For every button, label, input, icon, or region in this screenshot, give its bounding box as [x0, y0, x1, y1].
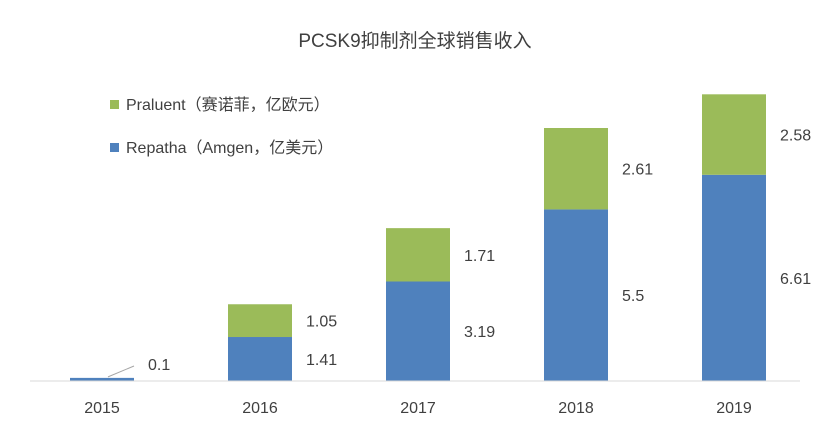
legend-swatch-repatha	[110, 143, 119, 152]
x-axis-ticks: 2015 2016 2017 2018 2019	[84, 400, 752, 417]
legend: Praluent（赛诺菲，亿欧元） Repatha（Amgen，亿美元）	[110, 95, 333, 157]
x-tick-2018: 2018	[558, 400, 594, 417]
bar-repatha-2017	[386, 281, 450, 381]
x-tick-2016: 2016	[242, 400, 278, 417]
legend-label-repatha: Repatha（Amgen，亿美元）	[126, 139, 333, 157]
bar-repatha-2015	[70, 377, 134, 381]
data-label-leader-line	[107, 365, 135, 378]
data-label-repatha-2018: 5.5	[622, 288, 644, 305]
data-label-repatha-2016: 1.41	[306, 352, 337, 369]
bar-repatha-2018	[544, 209, 608, 381]
bar-repatha-2019	[702, 174, 766, 381]
data-label-praluent-2018: 2.61	[622, 162, 653, 179]
legend-swatch-praluent	[110, 100, 119, 109]
bar-praluent-2019	[702, 94, 766, 175]
x-tick-2019: 2019	[716, 400, 752, 417]
data-label-repatha-2015: 0.1	[148, 357, 170, 374]
x-tick-2015: 2015	[84, 400, 120, 417]
x-tick-2017: 2017	[400, 400, 436, 417]
data-label-praluent-2016: 1.05	[306, 314, 337, 331]
data-label-praluent-2017: 1.71	[464, 248, 495, 265]
bars-group	[70, 94, 766, 381]
legend-label-praluent: Praluent（赛诺菲，亿欧元）	[126, 95, 330, 114]
bar-praluent-2016	[228, 304, 292, 338]
chart-title: PCSK9抑制剂全球销售收入	[298, 30, 531, 52]
bar-repatha-2016	[228, 337, 292, 381]
bar-praluent-2017	[386, 228, 450, 282]
data-label-praluent-2019: 2.58	[780, 128, 811, 145]
data-label-repatha-2017: 3.19	[464, 324, 495, 341]
data-label-repatha-2019: 6.61	[780, 271, 811, 288]
data-labels-group: 0.1 1.41 1.05 3.19 1.71 5.5 2.61 6.61 2.58	[107, 128, 811, 378]
bar-praluent-2018	[544, 128, 608, 210]
